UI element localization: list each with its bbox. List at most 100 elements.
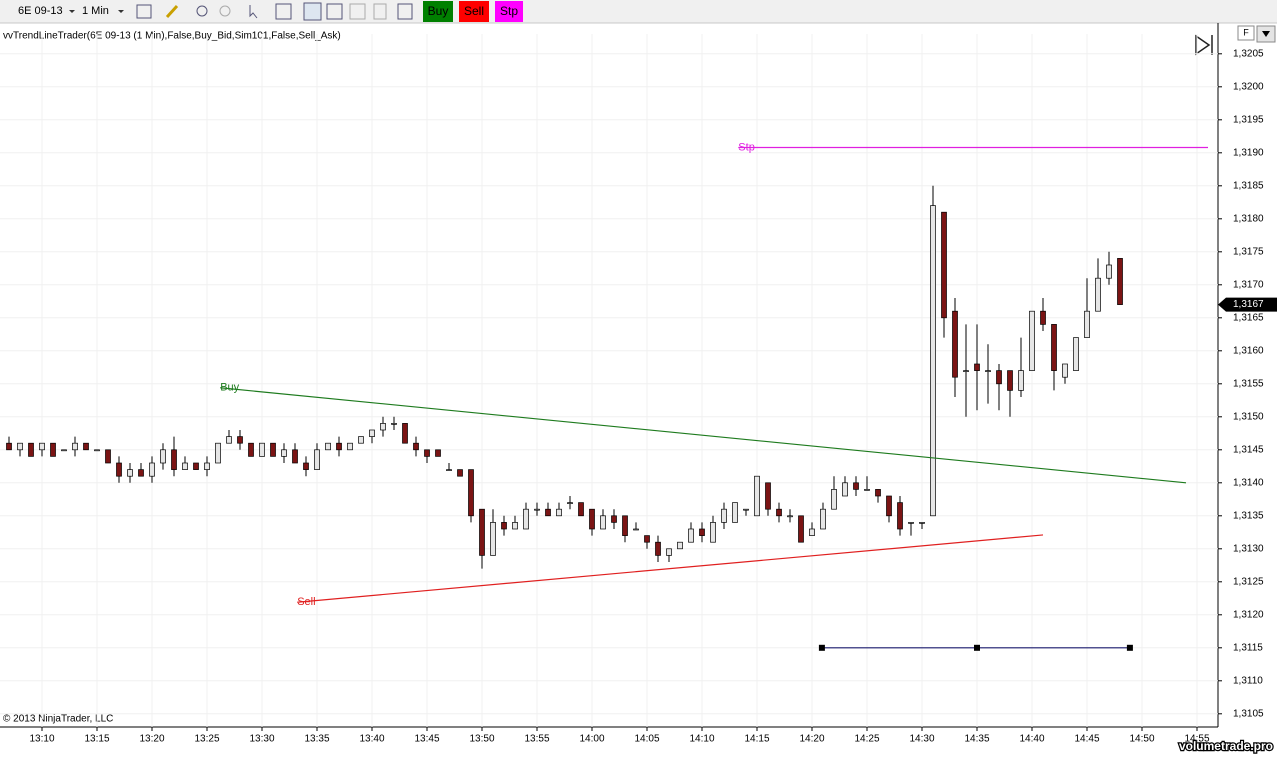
x-tick-label: 13:25 — [194, 734, 219, 745]
x-tick-label: 13:15 — [84, 734, 109, 745]
candle-body — [1117, 258, 1123, 305]
candle-body — [820, 508, 826, 530]
zoom-out-icon[interactable] — [219, 5, 231, 17]
candle-body — [853, 482, 859, 490]
trend-line-label: Sell — [297, 596, 315, 608]
candle-body — [941, 211, 947, 319]
y-tick-label: 1,3205 — [1233, 48, 1264, 59]
candle-body — [83, 442, 89, 451]
candle-body — [336, 442, 342, 451]
candle-body — [688, 528, 694, 543]
toolbar-icons — [136, 2, 413, 21]
candle-body — [468, 469, 474, 517]
line-anchor — [974, 644, 980, 651]
candle-body — [204, 462, 210, 470]
trend-line-label: Stp — [738, 141, 755, 153]
x-tick-label: 13:45 — [414, 734, 439, 745]
candle-body — [358, 436, 364, 444]
candle-body — [457, 469, 463, 477]
candle-body — [611, 515, 617, 523]
order-button[interactable] — [459, 1, 489, 22]
candle-body — [600, 515, 606, 530]
candle-body — [248, 442, 254, 457]
candle-body — [171, 449, 177, 470]
x-tick-label: 13:10 — [29, 734, 54, 745]
copyright: © 2013 NinjaTrader, LLC — [3, 714, 113, 725]
candle-body — [732, 502, 738, 523]
x-tick-label: 14:35 — [964, 734, 989, 745]
y-tick-label: 1,3165 — [1233, 312, 1264, 323]
candle-body — [61, 449, 67, 452]
x-tick-label: 13:35 — [304, 734, 329, 745]
candle-body — [149, 462, 155, 477]
y-tick-label: 1,3110 — [1233, 675, 1263, 686]
ff-icon[interactable] — [1195, 34, 1213, 56]
draw-icon[interactable] — [165, 4, 179, 19]
candle-body — [655, 541, 661, 556]
instrument-select[interactable]: 6E 09-13 — [18, 5, 63, 17]
candle-body — [534, 508, 540, 511]
candle-body — [182, 462, 188, 470]
properties-icon[interactable] — [397, 3, 413, 20]
y-tick-label: 1,3145 — [1233, 444, 1264, 455]
y-tick-label: 1,3175 — [1233, 246, 1264, 257]
candle-body — [1062, 363, 1068, 378]
y-tick-label: 1,3130 — [1233, 543, 1264, 554]
template-icon[interactable] — [373, 3, 387, 20]
order-button[interactable] — [423, 1, 453, 22]
candle-body — [798, 515, 804, 543]
last-price-label: 1,3167 — [1233, 299, 1264, 310]
candle-body — [72, 442, 78, 451]
order-button[interactable] — [495, 1, 523, 22]
candle-body — [710, 522, 716, 543]
candle-body — [105, 449, 111, 464]
candle-body — [94, 449, 100, 452]
zoom-in-icon[interactable] — [196, 5, 208, 17]
candle-body — [666, 548, 672, 556]
candle-body — [380, 423, 386, 431]
candle-body — [490, 522, 496, 556]
chart-trader-icon[interactable] — [349, 3, 366, 20]
bar-type-icon[interactable] — [136, 4, 152, 19]
trend-line-label: Buy — [220, 382, 239, 394]
candle-body — [831, 489, 837, 510]
y-tick-label: 1,3160 — [1233, 345, 1264, 356]
x-tick-label: 14:40 — [1019, 734, 1044, 745]
order-button-label: Stp — [500, 4, 518, 18]
candle-body — [1040, 310, 1046, 325]
interval-select[interactable]: 1 Min — [82, 5, 109, 17]
y-tick-label: 1,3180 — [1233, 213, 1264, 224]
dropdown-arrow — [69, 10, 75, 13]
candle-body — [215, 442, 221, 464]
candle-body — [270, 442, 276, 457]
candle-body — [897, 502, 903, 530]
trend-line — [297, 534, 1044, 603]
candle-body — [501, 522, 507, 530]
y-tick-label: 1,3120 — [1233, 609, 1264, 620]
candle-body — [556, 508, 562, 517]
cursor-icon[interactable] — [249, 5, 258, 19]
line-anchor — [1126, 644, 1133, 651]
candle-body — [292, 449, 298, 464]
candle-body — [886, 495, 892, 517]
candle-body — [864, 489, 870, 491]
candle-body — [644, 535, 650, 543]
data-box-icon[interactable] — [275, 3, 292, 20]
y-tick-label: 1,3115 — [1233, 642, 1263, 653]
candle-body — [281, 449, 287, 457]
candle-body — [50, 442, 56, 457]
candle-body — [930, 205, 936, 517]
f-button[interactable] — [1237, 25, 1255, 41]
candle-body — [567, 502, 573, 504]
candle-body — [765, 482, 771, 510]
indicator-icon[interactable] — [303, 2, 322, 21]
candle-body — [743, 508, 749, 511]
candle-body — [523, 508, 529, 530]
y-tick-label: 1,3140 — [1233, 477, 1264, 488]
indicator-label: vvTrendLineTrader(6E 09-13 (1 Min),False… — [3, 31, 341, 42]
strategy-icon[interactable] — [326, 3, 343, 20]
candle-body — [1095, 277, 1101, 312]
candle-body — [325, 442, 331, 451]
candle-body — [160, 449, 166, 464]
